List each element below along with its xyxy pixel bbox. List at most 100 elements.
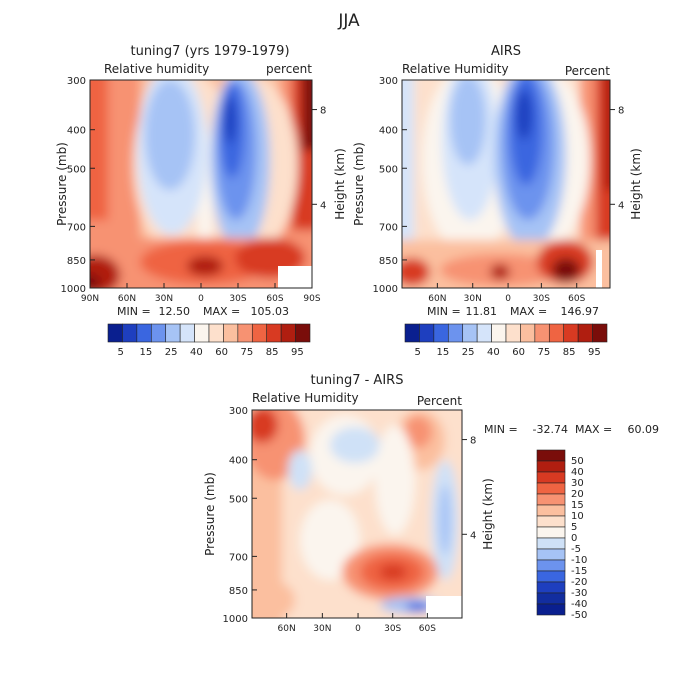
panel-model-ylabel: Pressure (mb) [55,142,69,226]
y-tick-label: 1000 [223,614,248,625]
x-tick-label: 30N [464,294,482,304]
colorbar-swatch [536,581,566,594]
panel-diff-field [252,410,462,618]
y-tick-label: 300 [67,76,86,87]
colorbar-label: -15 [571,566,587,577]
colorbar-swatch [536,504,566,517]
y-tick-label: 300 [229,406,248,417]
panel-diff-units: Percent [417,394,462,408]
colorbar-swatch [150,323,167,343]
colorbar-swatch [536,482,566,495]
colorbar-label: 40 [190,347,203,358]
x-tick-label: 30S [533,294,550,304]
y-tick-label: 850 [67,256,86,267]
colorbar-swatch [280,323,296,343]
panel-diff-title: tuning7 - AIRS [311,373,404,388]
colorbar-swatch [563,323,579,343]
colorbar-swatch [505,323,521,343]
colorbar-label: 15 [571,500,584,511]
x-tick-label: 60S [568,294,585,304]
y-tick-label: 700 [67,222,86,233]
panel-model-subtitle: Relative humidity [104,62,209,76]
colorbar-swatch [404,323,420,343]
figure-title: JJA [337,11,360,31]
x-tick-label: 60N [278,624,296,634]
x-tick-label: 30S [229,294,246,304]
panel-obs-colorbar: 5 15 25 40 60 75 85 95 [404,323,608,358]
colorbar-label: 75 [538,347,551,358]
panel-diff-min-value: -32.74 [533,423,568,436]
colorbar-swatch [122,323,138,343]
panel-obs-min-value: 11.81 [466,305,498,318]
colorbar-swatch [536,592,566,605]
panel-diff-ylabel-right: Height (km) [481,478,495,549]
colorbar-swatch [536,603,566,616]
height-tick-label: 8 [320,106,326,117]
y-tick-label: 400 [229,456,248,467]
colorbar-label: 20 [571,489,584,500]
colorbar-label: -20 [571,577,587,588]
colorbar-swatch [237,323,253,343]
panel-obs-frame [401,79,611,289]
height-tick-label: 8 [470,436,476,447]
y-tick-label: 500 [379,164,398,175]
y-tick-label: 850 [229,586,248,597]
colorbar-label: 75 [241,347,254,358]
colorbar-label: -10 [571,555,587,566]
colorbar-swatch [548,323,565,343]
colorbar-label: 40 [487,347,500,358]
colorbar-swatch [536,449,566,462]
panel-diff-subtitle: Relative Humidity [252,391,359,405]
colorbar-label: 95 [588,347,601,358]
height-tick-label: 4 [320,200,326,211]
height-tick-label: 4 [470,530,476,541]
panel-obs-max-label: MAX = [510,305,547,318]
panel-diff-max-value: 60.09 [628,423,660,436]
panel-model-title: tuning7 (yrs 1979-1979) [130,44,289,59]
colorbar-swatch [251,323,268,343]
colorbar-swatch [577,323,593,343]
panel-model-ylabel-right: Height (km) [333,148,347,219]
x-tick-label: 30S [384,624,401,634]
colorbar-swatch [447,323,464,343]
colorbar-swatch [107,323,123,343]
colorbar-label: 0 [571,533,577,544]
x-tick-label: 60S [266,294,283,304]
panel-model-min-label: MIN = [117,305,151,318]
colorbar-swatch [536,460,566,473]
y-tick-label: 400 [379,126,398,137]
panel-obs-ylabel: Pressure (mb) [352,142,366,226]
y-tick-label: 850 [379,256,398,267]
colorbar-label: 5 [414,347,420,358]
height-tick-label: 8 [618,106,624,117]
colorbar-label: 30 [571,478,584,489]
panel-diff-frame [251,409,463,619]
x-tick-label: 60S [419,624,436,634]
colorbar-label: -40 [571,599,587,610]
panel-model-axes: 300 400 500 700 850 1000 8 4 90N 60N 30N 0 30S 60S 90S [61,76,327,304]
colorbar-label: 50 [571,456,584,467]
colorbar-swatch [476,323,492,343]
y-tick-label: 1000 [61,284,86,295]
y-tick-label: 400 [67,126,86,137]
colorbar-label: -50 [571,610,587,621]
colorbar-label: 60 [215,347,228,358]
colorbar-label: 5 [117,347,123,358]
panel-obs-title: AIRS [491,44,521,59]
panel-obs-field [402,80,610,288]
panel-obs-units: Percent [565,64,610,78]
panel-model-max-label: MAX = [203,305,240,318]
panel-model-colorbar: 5 15 25 40 60 75 85 95 [107,323,311,358]
x-tick-label: 90S [303,294,320,304]
colorbar-swatch [295,323,311,343]
colorbar-label: 25 [165,347,178,358]
x-tick-label: 30N [155,294,173,304]
x-tick-label: 60N [118,294,136,304]
colorbar-swatch [536,570,566,583]
colorbar-label: 25 [462,347,475,358]
colorbar-swatch [266,323,282,343]
panel-diff-ylabel: Pressure (mb) [203,472,217,556]
colorbar-swatch [520,323,536,343]
colorbar-swatch [536,515,566,528]
